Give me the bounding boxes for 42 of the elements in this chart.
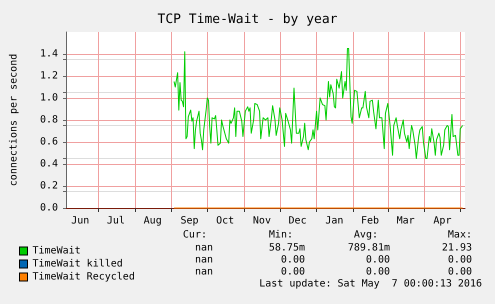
y-tick-label: 0.8 (40, 114, 58, 126)
text: 0.00 (448, 266, 472, 278)
chart-title: TCP Time-Wait - by year (157, 12, 338, 27)
legend-label: TimeWait Recycled (32, 272, 135, 282)
text: 0.00 (280, 266, 305, 278)
text: nan (194, 266, 213, 278)
x-tick-label: Jun (71, 216, 90, 226)
y-tick-label: 1.2 (40, 70, 58, 82)
text: nan (194, 254, 213, 266)
x-tick-label: Mar (396, 216, 415, 226)
text: 21.93 (442, 242, 472, 254)
text: 789.81m (348, 242, 390, 254)
legend-label: TimeWait (32, 246, 81, 256)
text: Last update: Sat May 7 00:00:13 2016 (259, 278, 482, 290)
y-tick-label: 1.4 (40, 48, 58, 60)
text: nan (194, 242, 213, 254)
y-tick-label: 0.0 (40, 202, 58, 214)
y-tick-label: 0.2 (40, 180, 58, 192)
x-tick-label: Aug (144, 216, 162, 226)
text: Min: (268, 230, 293, 240)
text: 0.00 (448, 254, 472, 266)
y-tick-label: 0.6 (40, 136, 58, 148)
x-tick-label: Feb (360, 216, 380, 226)
x-tick-label: Sep (180, 216, 199, 226)
y-tick-label: 0.4 (40, 158, 58, 170)
x-tick-label: Oct (216, 216, 234, 226)
text: Max: (448, 230, 472, 240)
y-axis-title: connections per second (8, 54, 20, 186)
text: Cur: (182, 230, 207, 240)
line-series (174, 48, 464, 159)
text: 0.00 (280, 254, 305, 266)
y-tick-label: 1.0 (40, 92, 58, 104)
text: 58.75m (268, 242, 305, 254)
x-tick-label: Jan (325, 216, 344, 226)
x-tick-label: Apr (433, 216, 452, 226)
text: Avg: (354, 230, 378, 240)
legend-label: TimeWait killed (32, 258, 123, 270)
text: 0.00 (366, 254, 390, 266)
x-tick-label: Nov (252, 216, 271, 226)
text: 0.00 (366, 266, 390, 278)
x-tick-label: Jul (106, 216, 125, 226)
x-tick-label: Dec (288, 216, 307, 226)
